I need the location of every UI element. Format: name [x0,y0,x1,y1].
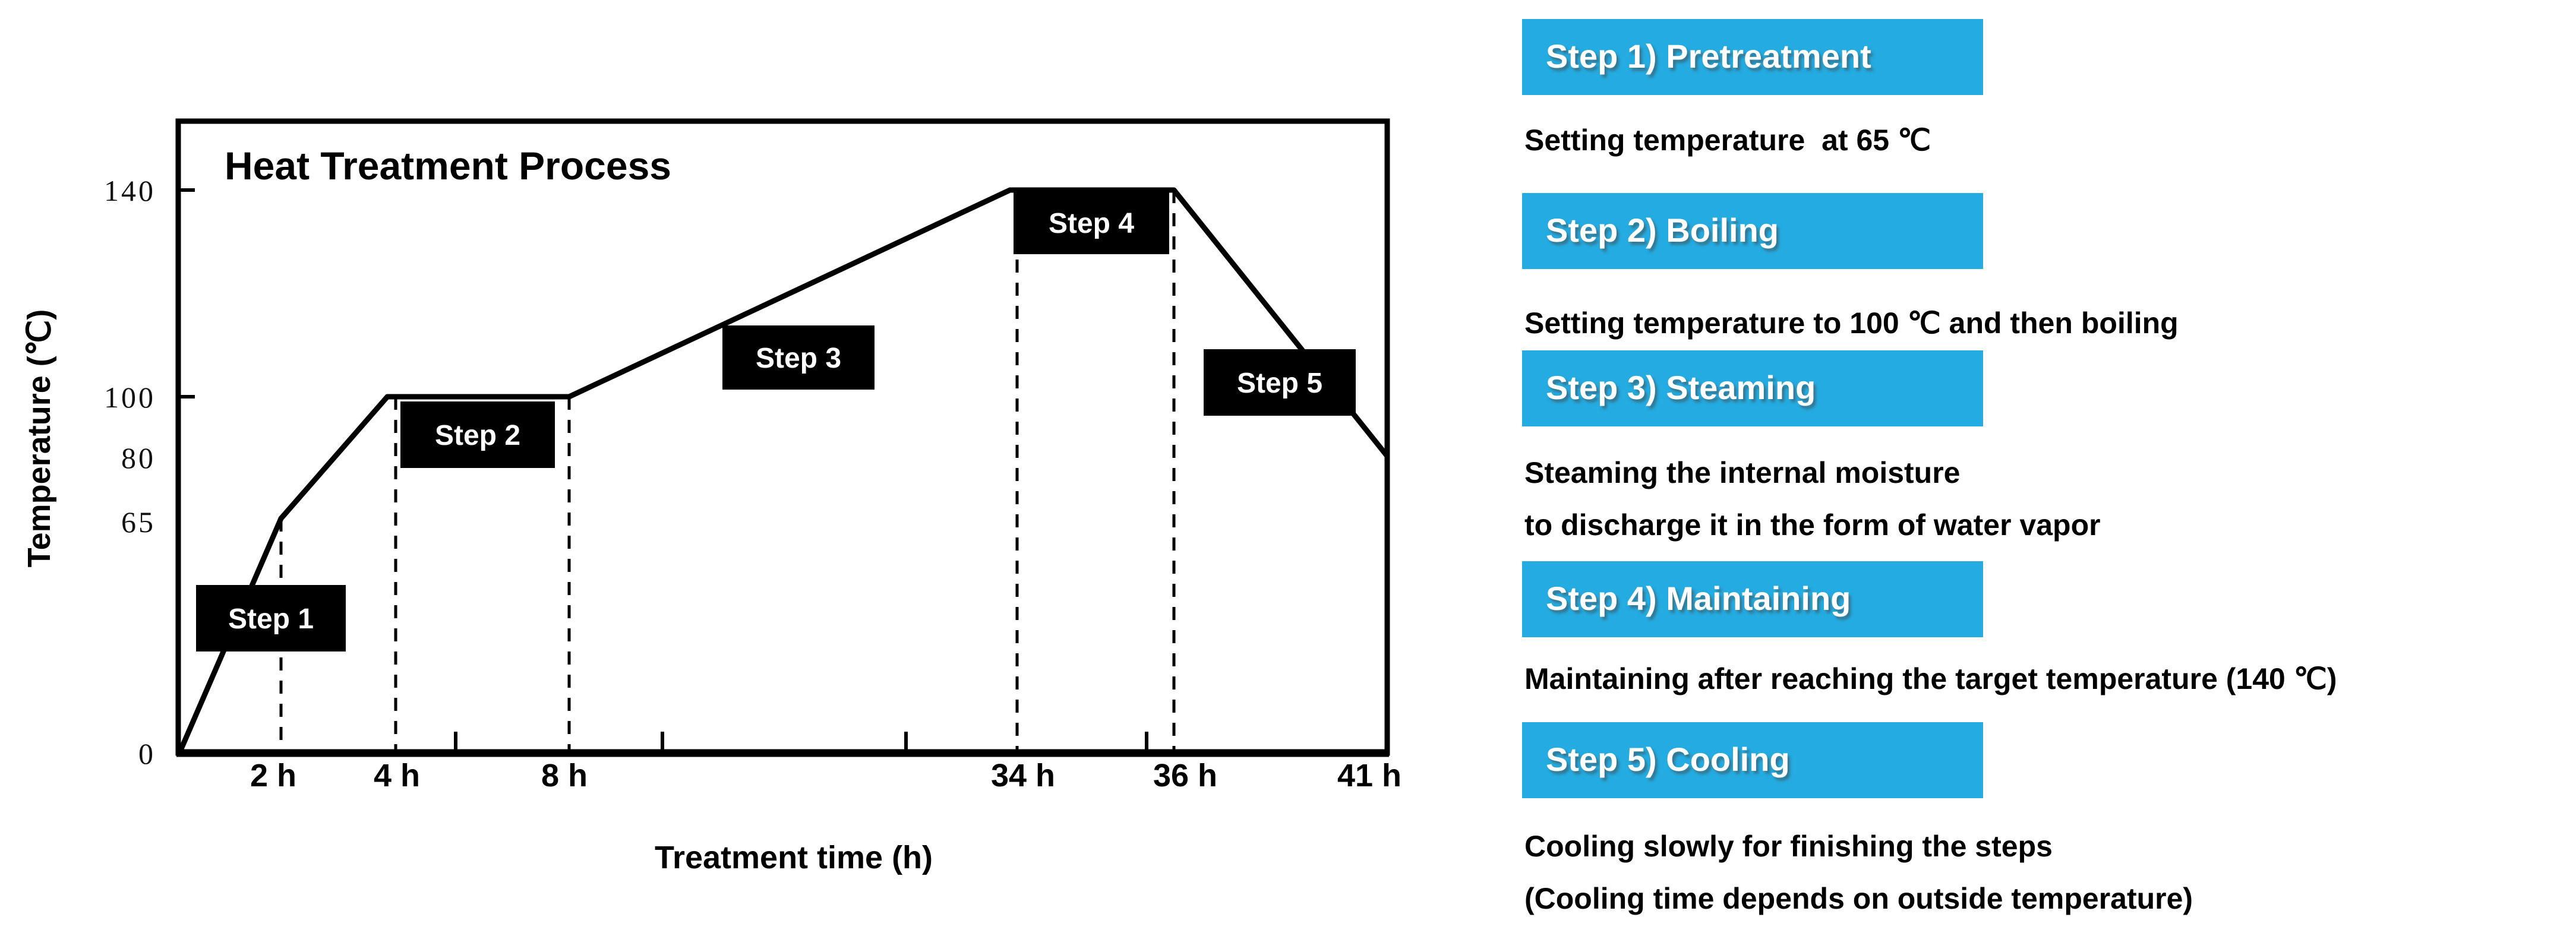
step-4-description-line: Maintaining after reaching the target te… [1524,662,2337,695]
temperature-line [176,187,1390,754]
step-1-title: Step 1) Pretreatment [1546,37,1871,75]
step-5-title: Step 5) Cooling [1546,741,1790,778]
y-tick-label: 65 [121,505,156,539]
x-tick-label: 4 h [374,758,420,793]
step-3-title: Step 3) Steaming [1546,369,1816,406]
step-1-description-line: Setting temperature at 65 ℃ [1524,124,1931,157]
step-annotation-box [196,585,346,651]
step-3-description: Steaming the internal moisture to discha… [1524,447,2101,551]
x-tick-label: 8 h [541,758,588,793]
y-tick-label: 0 [138,737,156,770]
x-tick-label: 34 h [991,758,1055,793]
step-2-description-line: Setting temperature to 100 ℃ and then bo… [1524,306,2179,340]
step-annotation-box [400,401,555,468]
step-annotation-label: Step 1 [228,603,314,635]
step-5-header: Step 5) Cooling [1522,722,1983,798]
step-1-header: Step 1) Pretreatment [1522,19,1983,95]
step-4-description: Maintaining after reaching the target te… [1524,653,2337,705]
step-4-title: Step 4) Maintaining [1546,580,1851,617]
step-2-description: Setting temperature to 100 ℃ and then bo… [1524,297,2179,349]
x-tick-label: 36 h [1153,758,1217,793]
step-3-description-line: to discharge it in the form of water vap… [1524,508,2101,542]
chart-title: Heat Treatment Process [225,144,671,188]
x-axis-title: Treatment time (h) [655,840,933,875]
step-5-description: Cooling slowly for finishing the steps (… [1524,820,2193,925]
x-tick-label: 2 h [250,758,296,793]
step-annotation-label: Step 4 [1049,208,1134,239]
step-5-description-line: (Cooling time depends on outside tempera… [1524,882,2193,915]
step-annotation-label: Step 5 [1237,368,1322,399]
step-annotation-box [1204,349,1356,416]
step-1-description: Setting temperature at 65 ℃ [1524,114,1931,166]
x-tick-label: 41 h [1337,758,1401,793]
heat-treatment-chart: Step 1 Step 2 Step 3 Step 4 Step 5 140 100 80 65… [21,118,1401,875]
step-annotation-box [1014,191,1169,254]
step-annotation-box [722,325,875,390]
y-axis-title: Temperature (℃) [21,309,57,568]
y-tick-label: 100 [104,381,156,414]
y-tick-label: 140 [104,174,156,207]
step-3-description-line: Steaming the internal moisture [1524,456,1961,489]
step-annotation-label: Step 3 [756,343,841,374]
step-5-description-line: Cooling slowly for finishing the steps [1524,830,2053,863]
plot-border [175,118,1390,756]
step-3-header: Step 3) Steaming [1522,350,1983,426]
y-tick-label: 80 [121,441,156,475]
step-2-title: Step 2) Boiling [1546,211,1779,249]
step-4-header: Step 4) Maintaining [1522,561,1983,637]
step-2-header: Step 2) Boiling [1522,193,1983,269]
step-annotation-label: Step 2 [435,420,520,451]
